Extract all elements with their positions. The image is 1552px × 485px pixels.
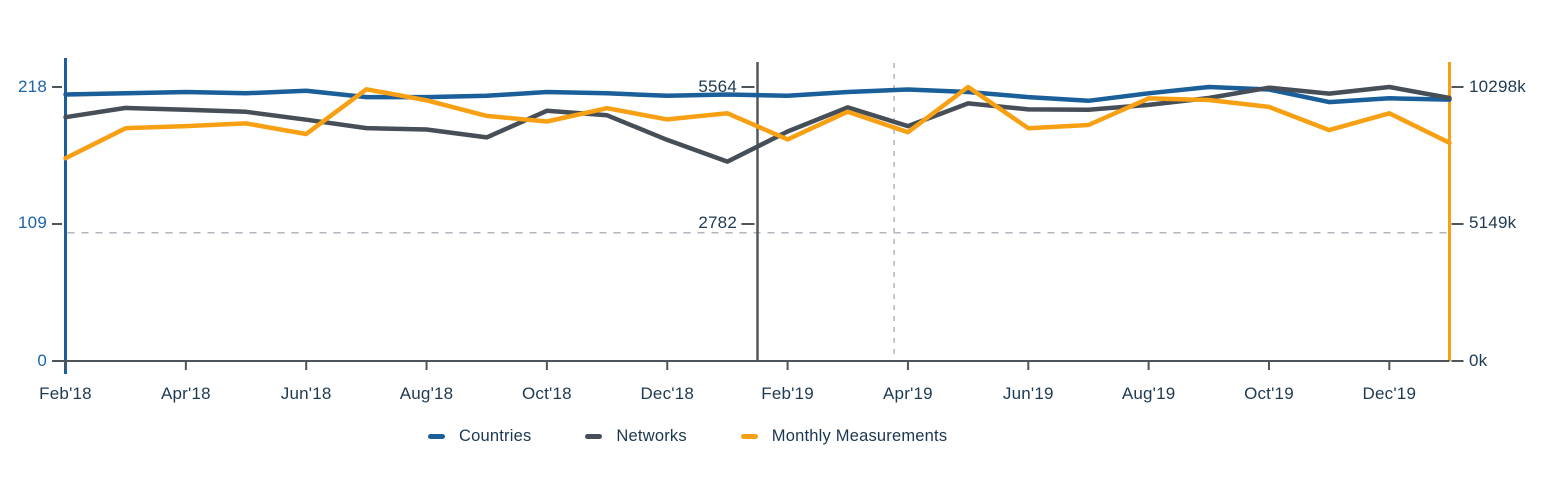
legend-label: Networks [616,427,687,445]
x-axis-label: Aug'18 [399,384,454,403]
x-axis-label: Apr'19 [883,384,933,403]
left-axis-tick-label: 0 [37,351,47,370]
monthly-measurements-line [63,84,1452,161]
middle-axis-tick-label: 5564 [698,77,737,96]
networks-swatch-icon [585,434,603,439]
countries-line [63,84,1452,105]
middle-axis-tick-label: 2782 [698,213,737,232]
right-axis-tick-label: 10298k [1469,77,1526,96]
x-axis-label: Jun'18 [280,384,332,403]
legend-label: Monthly Measurements [771,427,948,445]
left-axis-tick-label: 218 [18,77,47,96]
chart-legend: Countries Networks Monthly Measurements [428,427,947,446]
x-axis-label: Dec'19 [1362,384,1417,403]
x-axis-label: Oct'19 [1244,384,1294,403]
x-axis-label: Aug'19 [1121,384,1176,403]
x-axis-label: Jun'19 [1002,384,1054,403]
right-axis-tick-label: 5149k [1469,213,1517,232]
x-axis-label: Oct'18 [521,384,572,403]
left-axis-tick-label: 109 [18,213,47,232]
legend-item-networks[interactable]: Networks [585,427,687,446]
right-axis-tick-label: 0k [1469,351,1488,370]
x-axis-label: Feb'19 [761,384,814,403]
legend-item-countries[interactable]: Countries [428,427,531,446]
x-axis-label: Apr'18 [160,384,211,403]
monthly-measurements-swatch-icon [740,434,758,439]
x-axis-label: Dec'18 [640,384,695,403]
countries-swatch-icon [428,434,445,439]
legend-label: Countries [459,427,532,445]
networks-line [63,84,1452,164]
legend-item-monthly-measurements[interactable]: Monthly Measurements [740,427,948,446]
x-axis-label: Feb'18 [39,384,92,403]
